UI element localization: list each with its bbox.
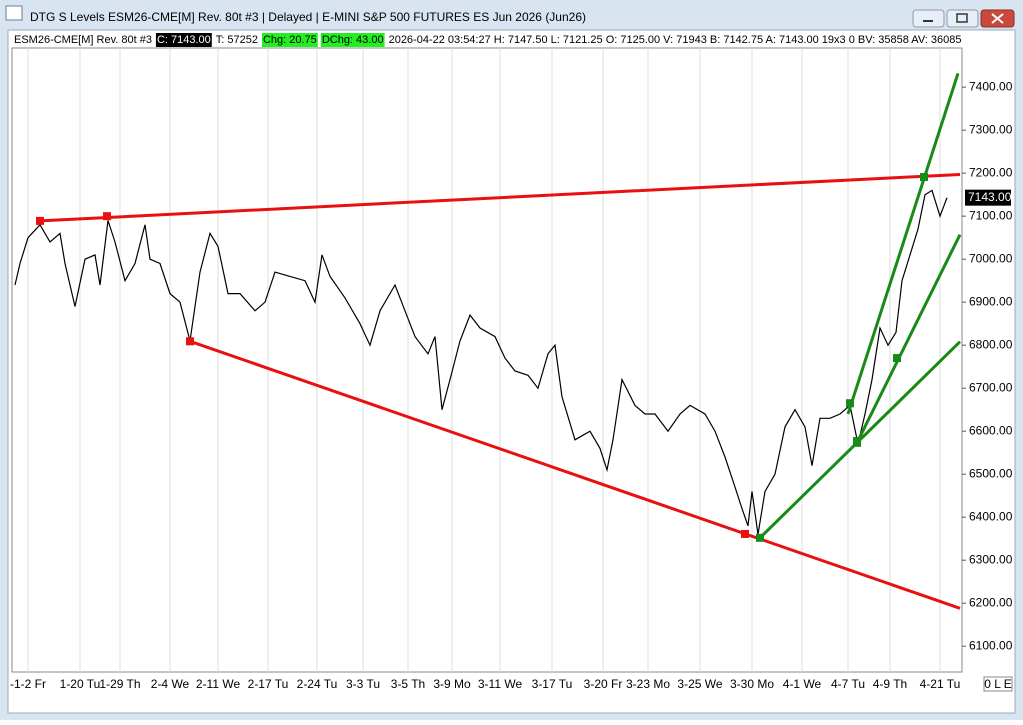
y-tick-label: 7000.00 [969, 251, 1013, 265]
minimize-button[interactable] [912, 9, 945, 28]
x-tick-label: 3-5 Th [391, 677, 425, 691]
trendline [855, 233, 962, 444]
app-icon [5, 5, 23, 21]
x-tick-label: 4-9 Th [873, 677, 907, 691]
x-tick-label: 4-21 Tu [920, 677, 961, 691]
info-item: DChg: 43.00 [322, 34, 384, 46]
x-tick-label: 2-17 Tu [248, 677, 289, 691]
info-item: C: 7143.00 [157, 34, 211, 46]
y-tick-label: 6800.00 [969, 337, 1013, 351]
trendline-anchor [756, 533, 764, 542]
x-tick-label: -1-2 Fr [10, 677, 46, 691]
y-tick-label: 6500.00 [969, 466, 1013, 480]
trendline [846, 72, 960, 415]
y-tick-label: 6900.00 [969, 294, 1013, 308]
x-tick-label: 2-24 Tu [297, 677, 338, 691]
trendline [39, 172, 961, 223]
y-tick-label: 6400.00 [969, 509, 1013, 523]
trendline-anchor [103, 212, 111, 221]
trendline-anchor [920, 173, 928, 182]
price-line [14, 189, 948, 535]
info-highlight [320, 33, 385, 47]
y-tick-label: 6200.00 [969, 595, 1013, 609]
x-tick-label: 3-3 Tu [346, 677, 380, 691]
last-price-label: 7143.00 [968, 190, 1012, 204]
x-tick-label: 2-11 We [196, 677, 241, 691]
plot-layer: -1-2 Fr 1-20 Tu 1-29 Th 2-4 We 2-11 We 2-17 T… [10, 48, 1013, 691]
trendline-anchor [186, 337, 194, 346]
last-price-tag [965, 189, 1011, 206]
y-tick-label: 7200.00 [969, 165, 1013, 179]
trendline-anchor [893, 354, 901, 363]
trendline [189, 339, 961, 610]
x-tick-label: 3-17 Tu [532, 677, 573, 691]
x-tick-label: 3-11 We [478, 677, 523, 691]
x-tick-label: 3-20 Fr [584, 677, 623, 691]
x-tick-label: 1-29 Th [99, 677, 140, 691]
plot-area [11, 47, 963, 673]
window-title: DTG S Levels ESM26-CME[M] Rev. 80t #3 | … [30, 10, 586, 24]
y-tick-label: 6100.00 [969, 638, 1013, 652]
trendline-anchor [853, 437, 861, 446]
y-tick-label: 7300.00 [969, 122, 1013, 136]
x-tick-label: 1-20 Tu [60, 677, 101, 691]
trendline-anchor [36, 216, 44, 225]
y-tick-label: 7100.00 [969, 208, 1013, 222]
x-tick-label: 4-7 Tu [831, 677, 865, 691]
info-item: ESM26-CME[M] Rev. 80t #3 [14, 34, 152, 46]
status-box [983, 676, 1013, 692]
trendline-anchor [846, 399, 854, 408]
plot-content [14, 72, 962, 610]
status-text: 0 L E [984, 677, 1012, 691]
info-item: Chg: 20.75 [263, 34, 317, 46]
info-highlight [155, 33, 212, 47]
info-item: T: 57252 [216, 34, 258, 46]
x-tick-label: 3-9 Mo [433, 677, 471, 691]
y-tick-label: 6300.00 [969, 552, 1013, 566]
x-tick-label: 3-30 Mo [730, 677, 774, 691]
restore-icon [956, 13, 968, 23]
y-tick-label: 6700.00 [969, 380, 1013, 394]
x-tick-label: 3-25 We [677, 677, 722, 691]
x-tick-label: 4-1 We [783, 677, 822, 691]
restore-button[interactable] [946, 9, 979, 28]
y-tick-label: 6600.00 [969, 423, 1013, 437]
x-tick-label: 3-23 Mo [626, 677, 670, 691]
y-tick-label: 7400.00 [969, 79, 1013, 93]
info-highlight [261, 33, 318, 47]
close-icon [991, 13, 1004, 24]
info-bar: ESM26-CME[M] Rev. 80t #3 C: 7143.00 T: 572… [14, 33, 961, 47]
info-item: 2026-04-22 03:54:27 H: 7147.50 L: 7121.2… [389, 34, 962, 46]
x-tick-label: 2-4 We [151, 677, 190, 691]
trendline-anchor [741, 529, 749, 538]
